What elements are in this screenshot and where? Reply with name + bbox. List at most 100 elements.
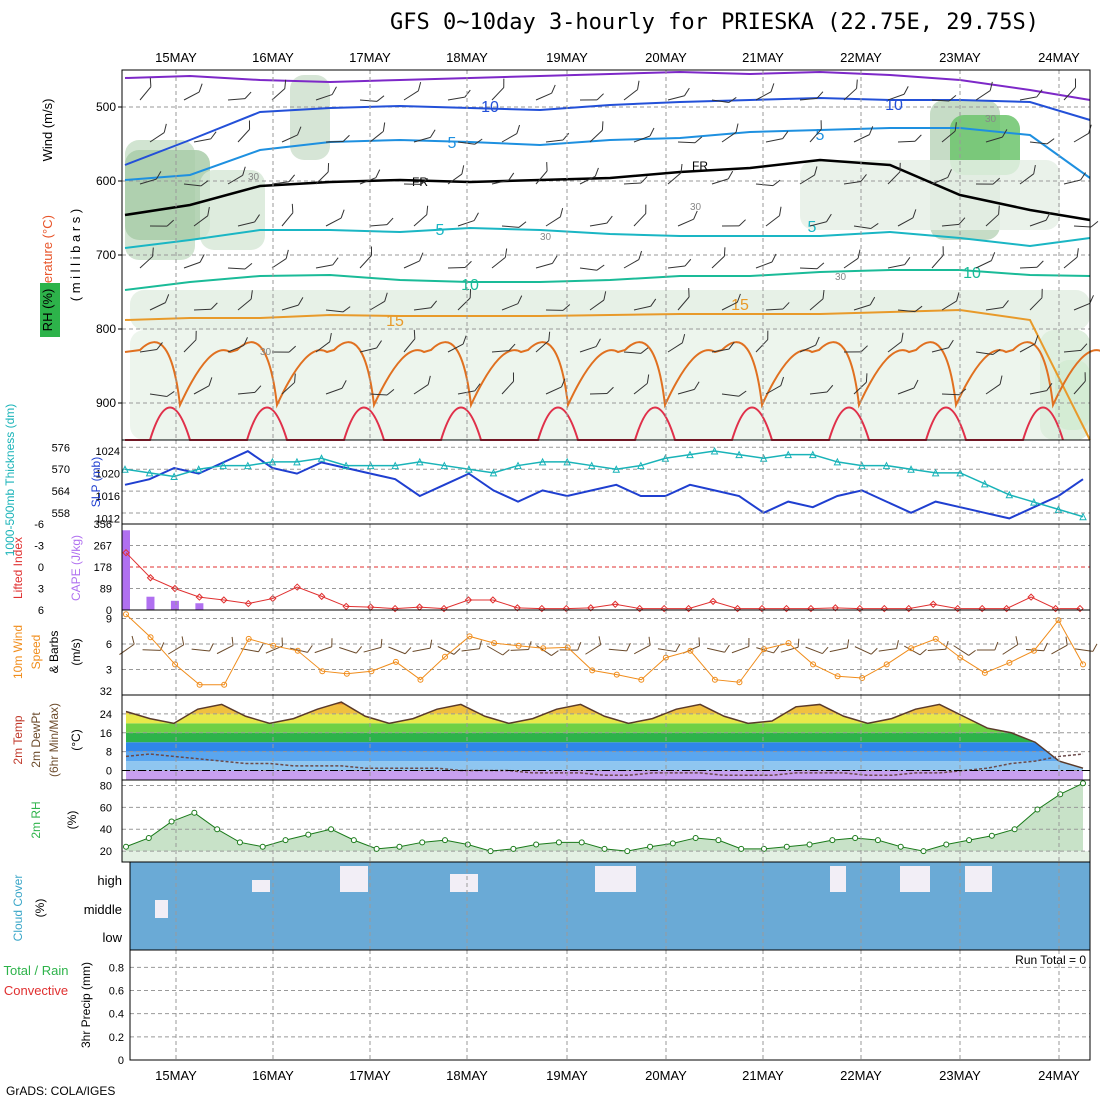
cloud-block bbox=[900, 866, 930, 892]
wind-barb-flag bbox=[919, 648, 927, 656]
rh-point bbox=[647, 843, 654, 850]
lifted-index-point bbox=[1002, 604, 1011, 613]
wind-barb-flag bbox=[370, 246, 373, 256]
rh-point bbox=[419, 839, 426, 846]
wind-barb bbox=[486, 645, 510, 656]
wind-barb bbox=[149, 219, 175, 227]
wind-speed-point bbox=[932, 635, 939, 642]
x-tick-label-bottom: 23MAY bbox=[939, 1068, 981, 1083]
wind-barb-flag bbox=[285, 249, 289, 259]
wind-barb-staff bbox=[289, 647, 308, 653]
wind-barb-flag bbox=[562, 132, 570, 141]
wind-barb-flag bbox=[464, 89, 471, 98]
wind-barb bbox=[843, 345, 868, 353]
wind-barb-flag bbox=[288, 345, 297, 353]
wind-barb bbox=[403, 329, 416, 353]
wind-barb-flag bbox=[727, 170, 734, 180]
wind-barb-flag bbox=[329, 332, 332, 342]
wind-barb bbox=[1019, 335, 1039, 353]
series-wind-speed bbox=[125, 613, 1084, 686]
wind-barb bbox=[903, 645, 927, 656]
wind-barb-staff bbox=[843, 257, 859, 269]
rh-point bbox=[738, 845, 745, 852]
wind-barb-flag bbox=[1046, 138, 1055, 145]
wind-barb-flag bbox=[508, 172, 515, 181]
x-tick-label-top: 19MAY bbox=[546, 50, 588, 65]
wind-barb bbox=[339, 646, 363, 654]
lifted-index-point bbox=[807, 604, 815, 613]
wind-barb-staff bbox=[1063, 349, 1082, 353]
rh-contour-label: 30 bbox=[248, 172, 260, 183]
rh-point bbox=[123, 843, 129, 850]
wind-barb bbox=[985, 375, 1003, 395]
wind-barb-staff bbox=[1029, 219, 1047, 227]
wind-barb-staff bbox=[853, 381, 867, 395]
wind-speed-point bbox=[442, 653, 448, 660]
y-tick-label-right: 1020 bbox=[96, 469, 120, 481]
footer-credit: GrADS: COLA/IGES bbox=[6, 1084, 116, 1098]
y-tick-label: 600 bbox=[96, 174, 116, 188]
wind-barb-staff bbox=[897, 140, 916, 143]
rh-contour-label: 30 bbox=[835, 272, 847, 283]
isotherm-line bbox=[124, 158, 1091, 222]
y-tick-label-left: 6 bbox=[38, 605, 44, 617]
rh-point bbox=[806, 841, 813, 848]
thickness-point bbox=[735, 450, 743, 459]
wind-barb-flag bbox=[645, 204, 647, 214]
wind-barb-staff bbox=[281, 382, 295, 395]
rh-point bbox=[874, 837, 881, 844]
wind-barb-flag bbox=[382, 122, 386, 132]
wind-barb bbox=[227, 337, 248, 353]
wind-barb-flag bbox=[637, 80, 640, 90]
wind-barb-flag bbox=[684, 87, 690, 96]
wind-barb bbox=[447, 165, 465, 185]
wind-barb-flag bbox=[1036, 260, 1044, 268]
wind-barb-staff bbox=[339, 647, 357, 654]
rh-point bbox=[669, 840, 676, 847]
cloud-block bbox=[450, 874, 478, 892]
wind-barb-flag bbox=[771, 253, 777, 263]
wind-barb-staff bbox=[486, 645, 503, 656]
wind-barb-staff bbox=[183, 261, 201, 269]
wind-barb bbox=[545, 208, 564, 227]
wind-barb-flag bbox=[453, 648, 461, 655]
ylabel-cape: CAPE (J/kg) bbox=[69, 535, 83, 601]
wind-barb bbox=[545, 304, 571, 311]
lifted-index-point bbox=[562, 604, 571, 613]
wind-barb-staff bbox=[878, 648, 897, 652]
wind-barb-flag bbox=[736, 293, 741, 303]
wind-speed-point bbox=[785, 640, 792, 647]
thickness-point bbox=[415, 457, 424, 466]
wind-barb-staff bbox=[369, 300, 385, 311]
wind-barb-flag bbox=[199, 254, 205, 263]
wind-speed-point bbox=[491, 640, 498, 647]
wind-barb-staff bbox=[271, 88, 286, 101]
wind-barb bbox=[227, 91, 252, 101]
contour-label: 5 bbox=[816, 127, 825, 144]
wind-barb-staff bbox=[608, 648, 627, 652]
wind-barb-staff bbox=[843, 180, 861, 185]
wind-barb bbox=[887, 162, 901, 185]
lifted-index-point bbox=[953, 604, 962, 613]
y-tick-label-left: 0 bbox=[38, 562, 44, 574]
x-tick-label-top: 17MAY bbox=[349, 50, 391, 65]
wind-barb bbox=[721, 293, 741, 311]
wind-speed-point bbox=[221, 681, 228, 688]
wind-barb bbox=[623, 176, 648, 185]
wind-barb-flag bbox=[735, 123, 739, 133]
wind-speed-point bbox=[368, 668, 375, 675]
wind-barb-flag bbox=[1043, 642, 1048, 651]
wind-barb bbox=[711, 341, 735, 353]
wind-barb-staff bbox=[623, 89, 638, 101]
y-tick-label: 900 bbox=[96, 396, 116, 410]
y-tick-label-left: 570 bbox=[52, 464, 70, 476]
wind-barb bbox=[931, 339, 954, 353]
wind-barb-flag bbox=[209, 643, 214, 652]
wind-barb-staff bbox=[707, 647, 725, 653]
wind-barb-staff bbox=[633, 382, 648, 395]
wind-barb-staff bbox=[388, 646, 406, 655]
wind-barb-staff bbox=[271, 181, 290, 185]
wind-barb-staff bbox=[413, 384, 429, 395]
y-tick-label: 700 bbox=[96, 248, 116, 262]
